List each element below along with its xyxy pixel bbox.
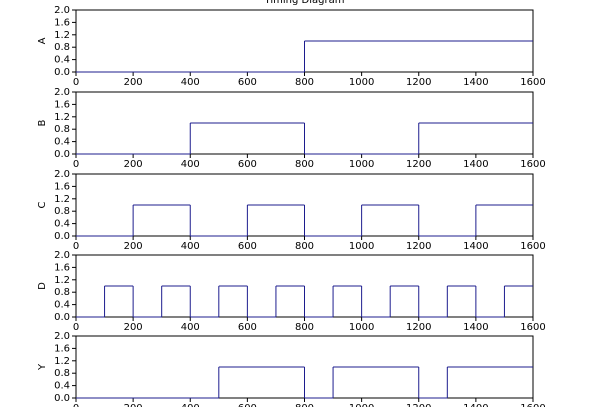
x-tick-label: 1400: [463, 241, 488, 252]
y-tick-label: 1.2: [54, 275, 70, 286]
y-tick-label: 1.2: [54, 112, 70, 123]
x-tick-label: 1600: [520, 322, 545, 333]
x-tick-label: 400: [181, 241, 200, 252]
x-tick-label: 1400: [463, 403, 488, 407]
x-tick-label: 200: [124, 403, 143, 407]
x-tick-label: 0: [73, 322, 79, 333]
y-tick-label: 2.0: [54, 250, 70, 261]
x-tick-label: 1000: [349, 322, 374, 333]
x-tick-label: 800: [295, 403, 314, 407]
y-tick-label: 0.8: [54, 124, 70, 135]
y-tick-label: 1.2: [54, 194, 70, 205]
y-tick-label: 0.4: [54, 300, 70, 311]
x-tick-label: 0: [73, 403, 79, 407]
x-tick-label: 1200: [406, 159, 431, 170]
y-axis-label: A: [37, 37, 48, 44]
y-tick-label: 1.6: [54, 99, 70, 110]
y-tick-label: 2.0: [54, 87, 70, 98]
x-tick-label: 1200: [406, 241, 431, 252]
y-tick-label: 1.2: [54, 356, 70, 367]
y-tick-label: 1.2: [54, 30, 70, 41]
x-tick-label: 400: [181, 159, 200, 170]
x-tick-label: 200: [124, 159, 143, 170]
x-tick-label: 400: [181, 322, 200, 333]
y-tick-label: 0.4: [54, 381, 70, 392]
y-tick-label: 0.0: [54, 393, 70, 404]
y-tick-label: 0.8: [54, 206, 70, 217]
x-tick-label: 0: [73, 241, 79, 252]
chart-title: Timing Diagram: [264, 0, 345, 6]
x-tick-label: 800: [295, 77, 314, 88]
y-tick-label: 0.0: [54, 67, 70, 78]
y-tick-label: 0.0: [54, 231, 70, 242]
x-tick-label: 1600: [520, 77, 545, 88]
y-tick-label: 2.0: [54, 331, 70, 342]
y-axis-label: Y: [37, 363, 48, 371]
x-tick-label: 0: [73, 77, 79, 88]
x-tick-label: 400: [181, 403, 200, 407]
y-tick-label: 0.8: [54, 42, 70, 53]
x-tick-label: 1200: [406, 322, 431, 333]
x-tick-label: 1000: [349, 77, 374, 88]
x-tick-label: 1600: [520, 241, 545, 252]
x-tick-label: 200: [124, 322, 143, 333]
x-tick-label: 1000: [349, 241, 374, 252]
y-tick-label: 2.0: [54, 169, 70, 180]
x-tick-label: 1200: [406, 403, 431, 407]
x-tick-label: 800: [295, 322, 314, 333]
x-tick-label: 1400: [463, 77, 488, 88]
x-tick-label: 600: [238, 403, 257, 407]
x-tick-label: 600: [238, 77, 257, 88]
y-tick-label: 1.6: [54, 181, 70, 192]
x-tick-label: 600: [238, 322, 257, 333]
y-axis-label: B: [37, 119, 48, 126]
x-tick-label: 200: [124, 77, 143, 88]
x-tick-label: 600: [238, 241, 257, 252]
x-tick-label: 1600: [520, 403, 545, 407]
x-tick-label: 600: [238, 159, 257, 170]
x-tick-label: 200: [124, 241, 143, 252]
x-tick-label: 400: [181, 77, 200, 88]
y-tick-label: 2.0: [54, 5, 70, 16]
x-tick-label: 1000: [349, 403, 374, 407]
x-tick-label: 1400: [463, 159, 488, 170]
y-tick-label: 1.6: [54, 262, 70, 273]
x-tick-label: 1400: [463, 322, 488, 333]
x-tick-label: 1000: [349, 159, 374, 170]
y-tick-label: 0.4: [54, 137, 70, 148]
y-tick-label: 0.8: [54, 368, 70, 379]
x-tick-label: 1200: [406, 77, 431, 88]
x-tick-label: 0: [73, 159, 79, 170]
x-tick-label: 1600: [520, 159, 545, 170]
y-tick-label: 1.6: [54, 343, 70, 354]
y-tick-label: 0.8: [54, 287, 70, 298]
x-tick-label: 800: [295, 241, 314, 252]
y-tick-label: 0.0: [54, 312, 70, 323]
y-axis-label: D: [37, 282, 48, 290]
y-tick-label: 1.6: [54, 17, 70, 28]
y-tick-label: 0.4: [54, 55, 70, 66]
y-tick-label: 0.0: [54, 149, 70, 160]
y-axis-label: C: [37, 201, 48, 208]
y-tick-label: 0.4: [54, 219, 70, 230]
x-tick-label: 800: [295, 159, 314, 170]
